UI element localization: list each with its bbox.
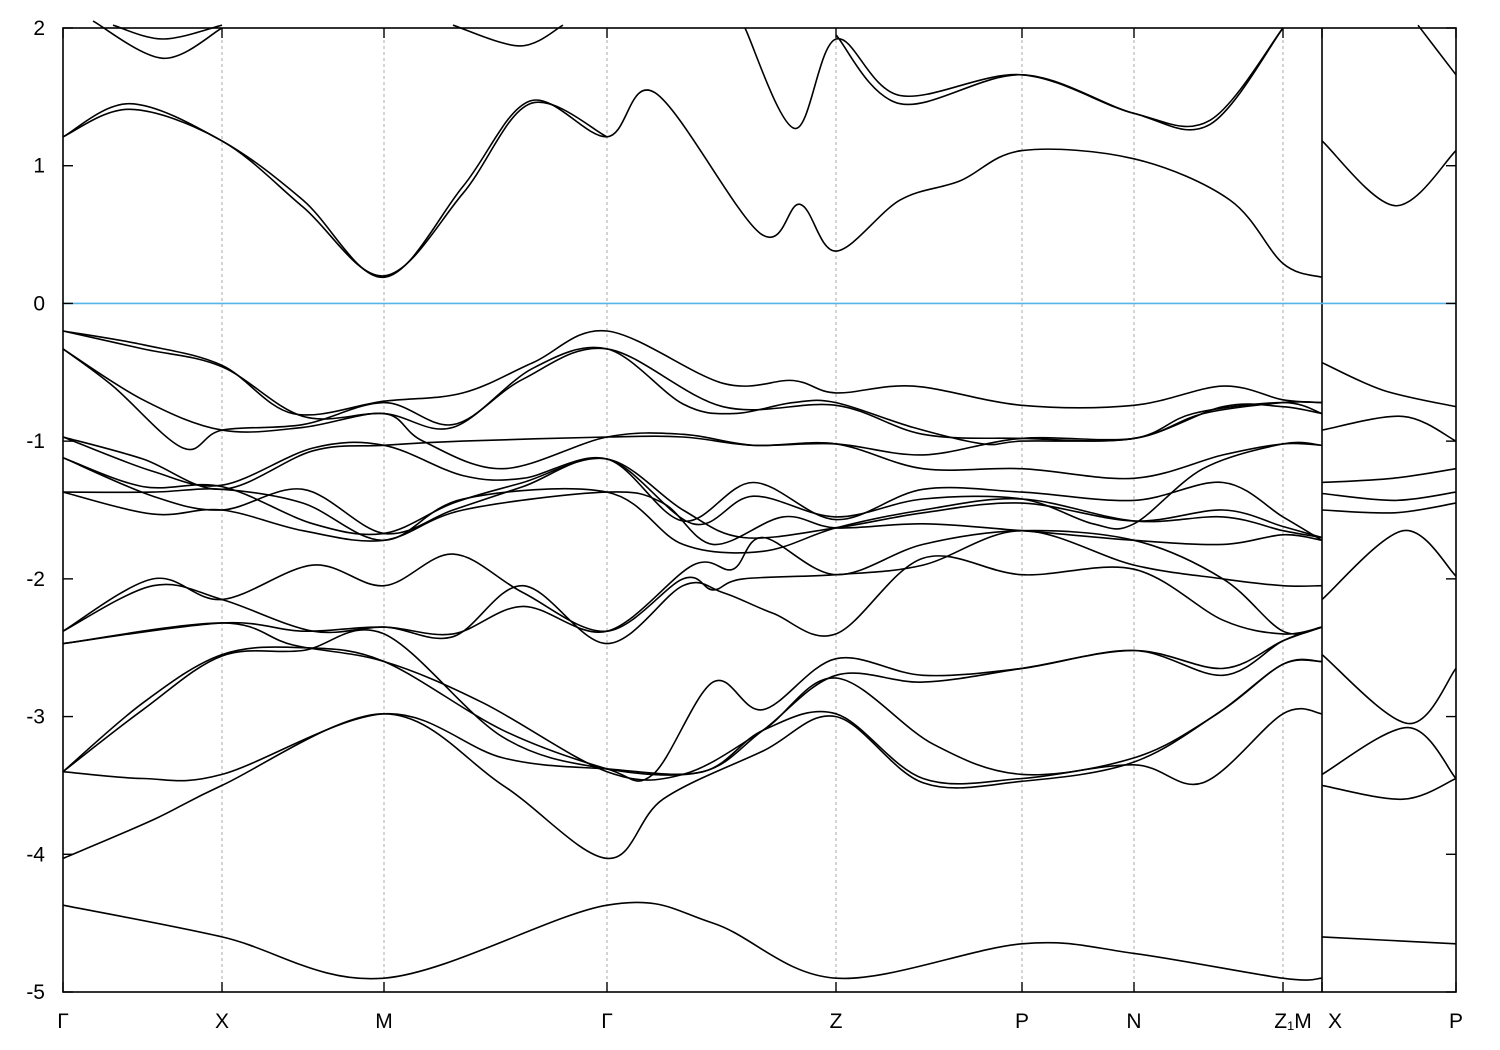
band-line	[62, 441, 1323, 535]
band-line	[62, 347, 1323, 451]
band-line	[62, 901, 1323, 981]
band-line	[62, 101, 608, 277]
band-line	[62, 400, 1323, 491]
y-tick-label: -2	[26, 568, 45, 591]
y-tick-label: -5	[26, 981, 45, 1004]
band-line	[62, 529, 1323, 636]
band-line	[62, 659, 1323, 860]
x-tick-label: Γ	[601, 1010, 613, 1033]
y-tick-label: 1	[33, 155, 45, 178]
band-line	[62, 555, 1323, 645]
band-line	[1321, 726, 1457, 780]
x-tick-label: Γ	[57, 1010, 69, 1033]
band-line	[92, 20, 223, 60]
band-line	[1417, 24, 1457, 76]
band-line	[112, 24, 223, 40]
band-line	[1321, 653, 1457, 725]
band-line	[1321, 777, 1457, 801]
band-line	[1321, 415, 1457, 442]
band-line	[1321, 491, 1457, 502]
x-tick-label: X	[215, 1010, 229, 1033]
plot-frame	[62, 27, 1457, 993]
bands	[62, 20, 1457, 981]
x-tick-label: P	[1449, 1010, 1463, 1033]
band-line	[1321, 529, 1457, 601]
band-line	[744, 27, 1284, 130]
band-line	[1321, 936, 1457, 945]
band-line	[1321, 467, 1457, 484]
band-line	[62, 487, 1323, 554]
y-tick-label: -4	[26, 843, 45, 866]
y-tick-label: -3	[26, 706, 45, 729]
x-axis: Γ X M Γ Z P N Z₁M X P	[57, 28, 1463, 1033]
x-tick-label: P	[1015, 1010, 1029, 1033]
gridlines	[221, 28, 1323, 992]
x-tick-label: Z₁M	[1274, 1010, 1311, 1033]
y-tick-label: -1	[26, 430, 45, 453]
y-tick-label: 2	[33, 17, 45, 40]
x-tick-label: N	[1126, 1010, 1141, 1033]
band-line	[1321, 140, 1457, 207]
band-line	[62, 626, 1323, 776]
band-line	[62, 529, 1323, 633]
band-line	[62, 456, 1323, 539]
band-line	[1321, 502, 1457, 514]
band-line	[452, 24, 564, 47]
x-tick-label: Z	[830, 1010, 843, 1033]
band-line	[62, 348, 1323, 480]
band-line	[1321, 361, 1457, 408]
x-tick-label: X	[1328, 1010, 1342, 1033]
band-line	[62, 89, 1323, 279]
band-line	[62, 329, 1323, 416]
y-axis: 2 1 0 -1 -2 -3 -4 -5	[26, 17, 1456, 1004]
band-line	[62, 707, 1323, 786]
band-line	[62, 622, 1323, 781]
x-tick-label: M	[375, 1010, 393, 1033]
y-tick-label: 0	[33, 292, 45, 315]
band-line	[835, 27, 1284, 131]
